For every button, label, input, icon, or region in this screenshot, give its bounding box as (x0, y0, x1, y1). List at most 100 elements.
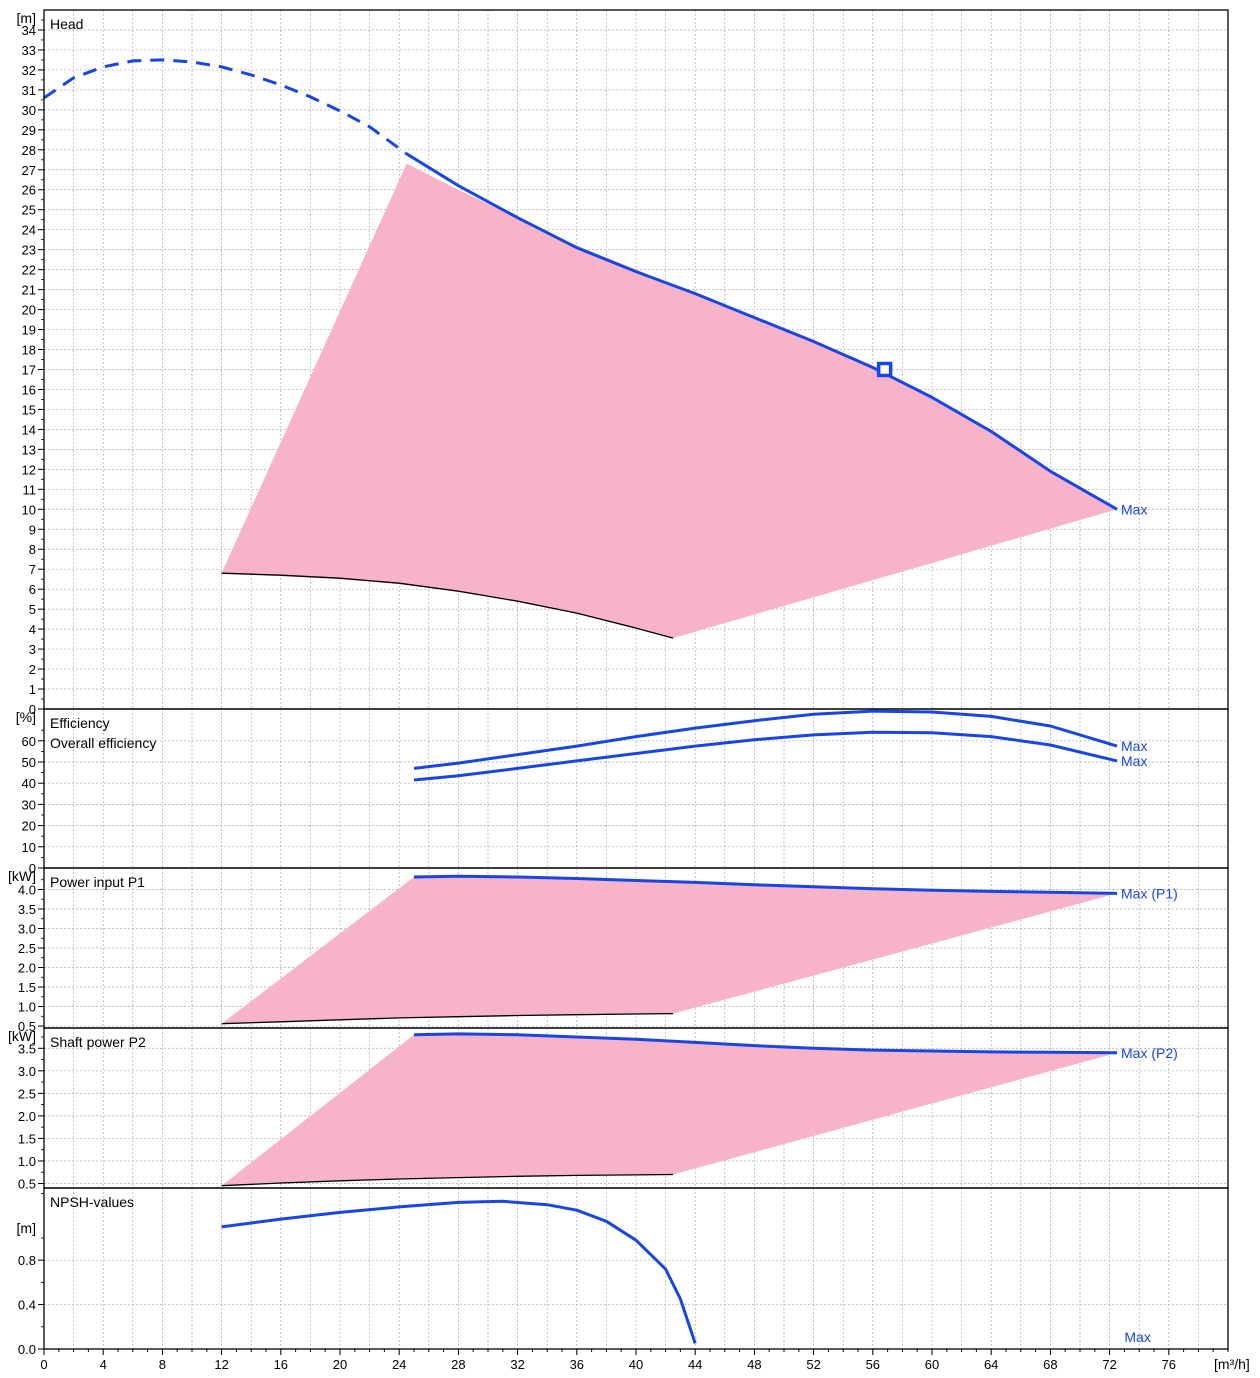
panel-title: Shaft power P2 (50, 1034, 146, 1050)
operating-range-area (221, 876, 1118, 1024)
y-tick-label: 13 (22, 442, 36, 457)
y-tick-label: 0.5 (18, 1176, 36, 1191)
y-tick-label: 40 (22, 776, 36, 791)
x-tick-label: 76 (1162, 1357, 1176, 1372)
x-tick-label: 60 (925, 1357, 939, 1372)
head-curve-dashed (43, 58, 408, 156)
x-tick-label: 72 (1102, 1357, 1116, 1372)
y-tick-label: 4.0 (18, 882, 36, 897)
y-tick-label: 3 (29, 642, 36, 657)
y-tick-label: 3.0 (18, 921, 36, 936)
x-tick-label: 0 (40, 1357, 47, 1372)
y-tick-label: 33 (22, 43, 36, 58)
y-tick-label: 0 (29, 702, 36, 717)
y-tick-label: 50 (22, 755, 36, 770)
min-speed-curve (221, 572, 674, 639)
y-tick-label: 18 (22, 343, 36, 358)
y-tick-label: 31 (22, 83, 36, 98)
panel-title: NPSH-values (50, 1194, 134, 1210)
y-tick-label: 2.0 (18, 1109, 36, 1124)
y-tick-label: 30 (22, 797, 36, 812)
y-tick-label: 20 (22, 303, 36, 318)
operating-range-area (221, 163, 1118, 639)
x-tick-label: 40 (629, 1357, 643, 1372)
efficiency-curve-0 (413, 709, 1118, 770)
y-tick-label: 19 (22, 323, 36, 338)
y-tick-label: 16 (22, 382, 36, 397)
y-tick-label: 0 (29, 861, 36, 876)
panel-npsh (38, 1187, 1229, 1350)
x-tick-label: 44 (688, 1357, 702, 1372)
y-tick-label: 34 (22, 23, 36, 38)
y-tick-label: 12 (22, 462, 36, 477)
y-tick-label: 15 (22, 402, 36, 417)
y-tick-label: 22 (22, 263, 36, 278)
y-tick-label: 2.0 (18, 961, 36, 976)
panel-title: Head (50, 16, 83, 32)
x-tick-label: 12 (214, 1357, 228, 1372)
x-tick-label: 20 (333, 1357, 347, 1372)
y-tick-label: 1.5 (18, 980, 36, 995)
y-tick-label: 14 (22, 422, 36, 437)
y-tick-label: 28 (22, 143, 36, 158)
y-tick-label: 26 (22, 183, 36, 198)
p2-curve-0 (413, 1032, 1118, 1055)
y-tick-label: 8 (29, 542, 36, 557)
y-tick-label: 0.0 (18, 1342, 36, 1357)
min-speed-curve (221, 1012, 674, 1025)
y-tick-label: 17 (22, 362, 36, 377)
y-tick-label: 2.5 (18, 1086, 36, 1101)
y-tick-label: 29 (22, 123, 36, 138)
p1-curve-0 (413, 874, 1118, 895)
x-tick-label: 28 (451, 1357, 465, 1372)
head-curve-label: Max (1121, 501, 1147, 517)
x-tick-label: 8 (159, 1357, 166, 1372)
min-speed-curve (221, 1173, 674, 1187)
y-tick-label: 9 (29, 522, 36, 537)
y-tick-label: 3.5 (18, 902, 36, 917)
y-tick-label: 11 (23, 482, 37, 497)
y-tick-label: 4 (29, 622, 36, 637)
y-tick-label: 25 (22, 203, 36, 218)
operating-range-area (221, 1033, 1118, 1186)
y-tick-label: 0.8 (18, 1253, 36, 1268)
y-tick-label: 27 (22, 163, 36, 178)
x-tick-label: 68 (1043, 1357, 1057, 1372)
p2-curve-label: Max (P2) (1121, 1045, 1178, 1061)
panel-title: Power input P1 (50, 874, 145, 890)
panel-frame (43, 708, 1229, 869)
y-tick-label: 1.0 (18, 1154, 36, 1169)
y-tick-label: 2.5 (18, 941, 36, 956)
y-tick-label: 10 (22, 840, 36, 855)
y-unit-label: [m] (17, 10, 36, 26)
y-tick-label: 3.0 (18, 1064, 36, 1079)
x-tick-label: 4 (100, 1357, 107, 1372)
y-unit-label: [%] (16, 709, 36, 725)
npsh-curve-0 (221, 1199, 697, 1344)
x-tick-label: 52 (806, 1357, 820, 1372)
y-tick-label: 1 (29, 682, 36, 697)
x-tick-label: 36 (570, 1357, 584, 1372)
panel-efficiency (38, 708, 1229, 869)
y-tick-label: 20 (22, 819, 36, 834)
y-tick-label: 32 (22, 63, 36, 78)
y-tick-label: 21 (22, 283, 36, 298)
y-unit-label: [kW] (8, 868, 36, 884)
npsh-curve-label: Max (1124, 1329, 1150, 1345)
x-unit-label: [m³/h] (1214, 1356, 1250, 1372)
efficiency-curve-1 (413, 730, 1118, 782)
y-tick-label: 6 (29, 582, 36, 597)
efficiency-curve-label: Max (1121, 753, 1147, 769)
y-tick-label: 60 (22, 734, 36, 749)
efficiency-curve-label: Max (1121, 738, 1147, 754)
y-tick-label: 0.5 (18, 1019, 36, 1034)
x-tick-label: 48 (747, 1357, 761, 1372)
y-tick-label: 1.0 (18, 1000, 36, 1015)
y-tick-label: 2 (29, 662, 36, 677)
panel-p1 (38, 867, 1229, 1029)
y-tick-label: 0.4 (18, 1298, 36, 1313)
y-tick-label: 3.5 (18, 1041, 36, 1056)
y-tick-label: 1.5 (18, 1131, 36, 1146)
head-curve-0 (405, 152, 1118, 511)
